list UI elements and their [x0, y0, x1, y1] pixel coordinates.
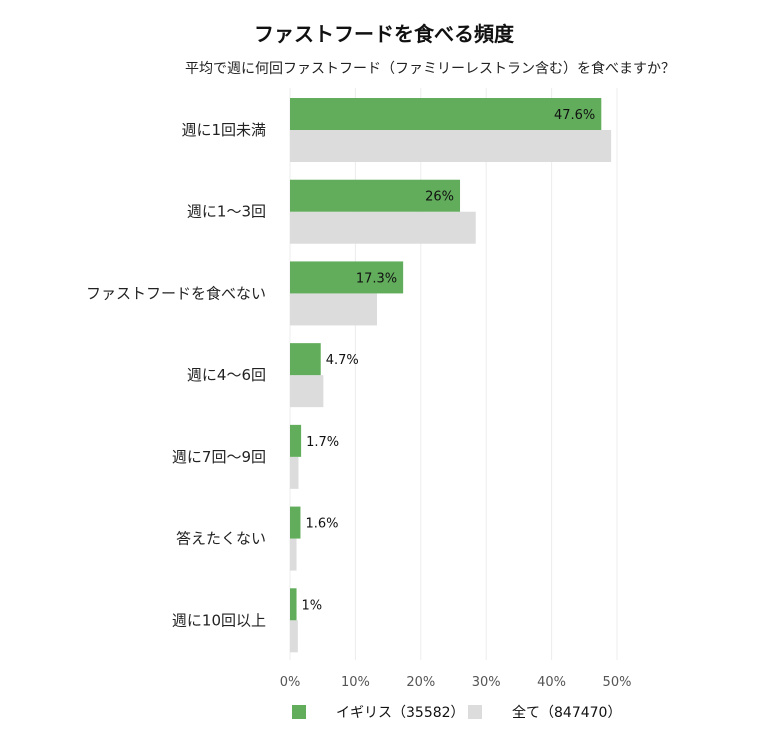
- legend-swatch-all: [468, 705, 482, 719]
- bar-uk: [290, 506, 301, 539]
- x-tick-label: 30%: [472, 675, 501, 690]
- data-label: 4.7%: [326, 353, 359, 368]
- bar-uk: [290, 179, 461, 212]
- bar-all: [290, 620, 298, 653]
- bar-all: [290, 130, 612, 162]
- category-label: 週に7回〜9回: [172, 448, 266, 466]
- data-label: 17.3%: [356, 271, 397, 286]
- bar-all: [290, 538, 297, 571]
- bar-all: [290, 211, 476, 244]
- category-label: 週に1回未満: [181, 121, 266, 139]
- bar-uk: [290, 343, 321, 376]
- legend-swatch-uk: [292, 705, 306, 719]
- x-tick-label: 40%: [537, 675, 566, 690]
- legend-item-all: 全て（847470）: [468, 702, 621, 722]
- bar-uk: [290, 261, 404, 294]
- bar-all: [290, 375, 324, 408]
- bar-all: [290, 456, 299, 489]
- x-tick-label: 50%: [603, 675, 632, 690]
- x-tick-label: 10%: [341, 675, 370, 690]
- bar-chart: 0% 10% 20% 30% 40% 50% 47.6% 週に1回未満 26% 週に1〜3回 17.…: [86, 88, 632, 690]
- x-tick-label: 20%: [406, 675, 435, 690]
- category-label: 週に10回以上: [172, 611, 266, 629]
- category-label: 答えたくない: [176, 530, 266, 548]
- data-label: 26%: [425, 190, 454, 205]
- category-label: 週に4〜6回: [187, 366, 266, 384]
- data-label: 1.6%: [305, 517, 338, 532]
- chart-legend: イギリス（35582） 全て（847470）: [0, 702, 768, 726]
- category-label: 週に1〜3回: [187, 203, 266, 221]
- chart-subtitle: 平均で週に何回ファストフード（ファミリーレストラン含む）を食べますか？: [185, 61, 675, 77]
- legend-label-uk: イギリス（35582）: [336, 705, 465, 721]
- data-label: 1.7%: [306, 435, 339, 450]
- bar-uk: [290, 424, 302, 457]
- bar-uk: [290, 98, 602, 130]
- legend-label-all: 全て（847470）: [512, 705, 622, 721]
- bar-uk: [290, 588, 297, 621]
- data-label: 47.6%: [554, 108, 595, 123]
- category-label: ファストフードを食べない: [86, 284, 266, 302]
- legend-item-uk: イギリス（35582）: [292, 702, 465, 722]
- data-label: 1%: [302, 598, 323, 613]
- bar-all: [290, 293, 377, 326]
- chart-title: ファストフードを食べる頻度: [254, 22, 514, 46]
- x-tick-label: 0%: [280, 675, 301, 690]
